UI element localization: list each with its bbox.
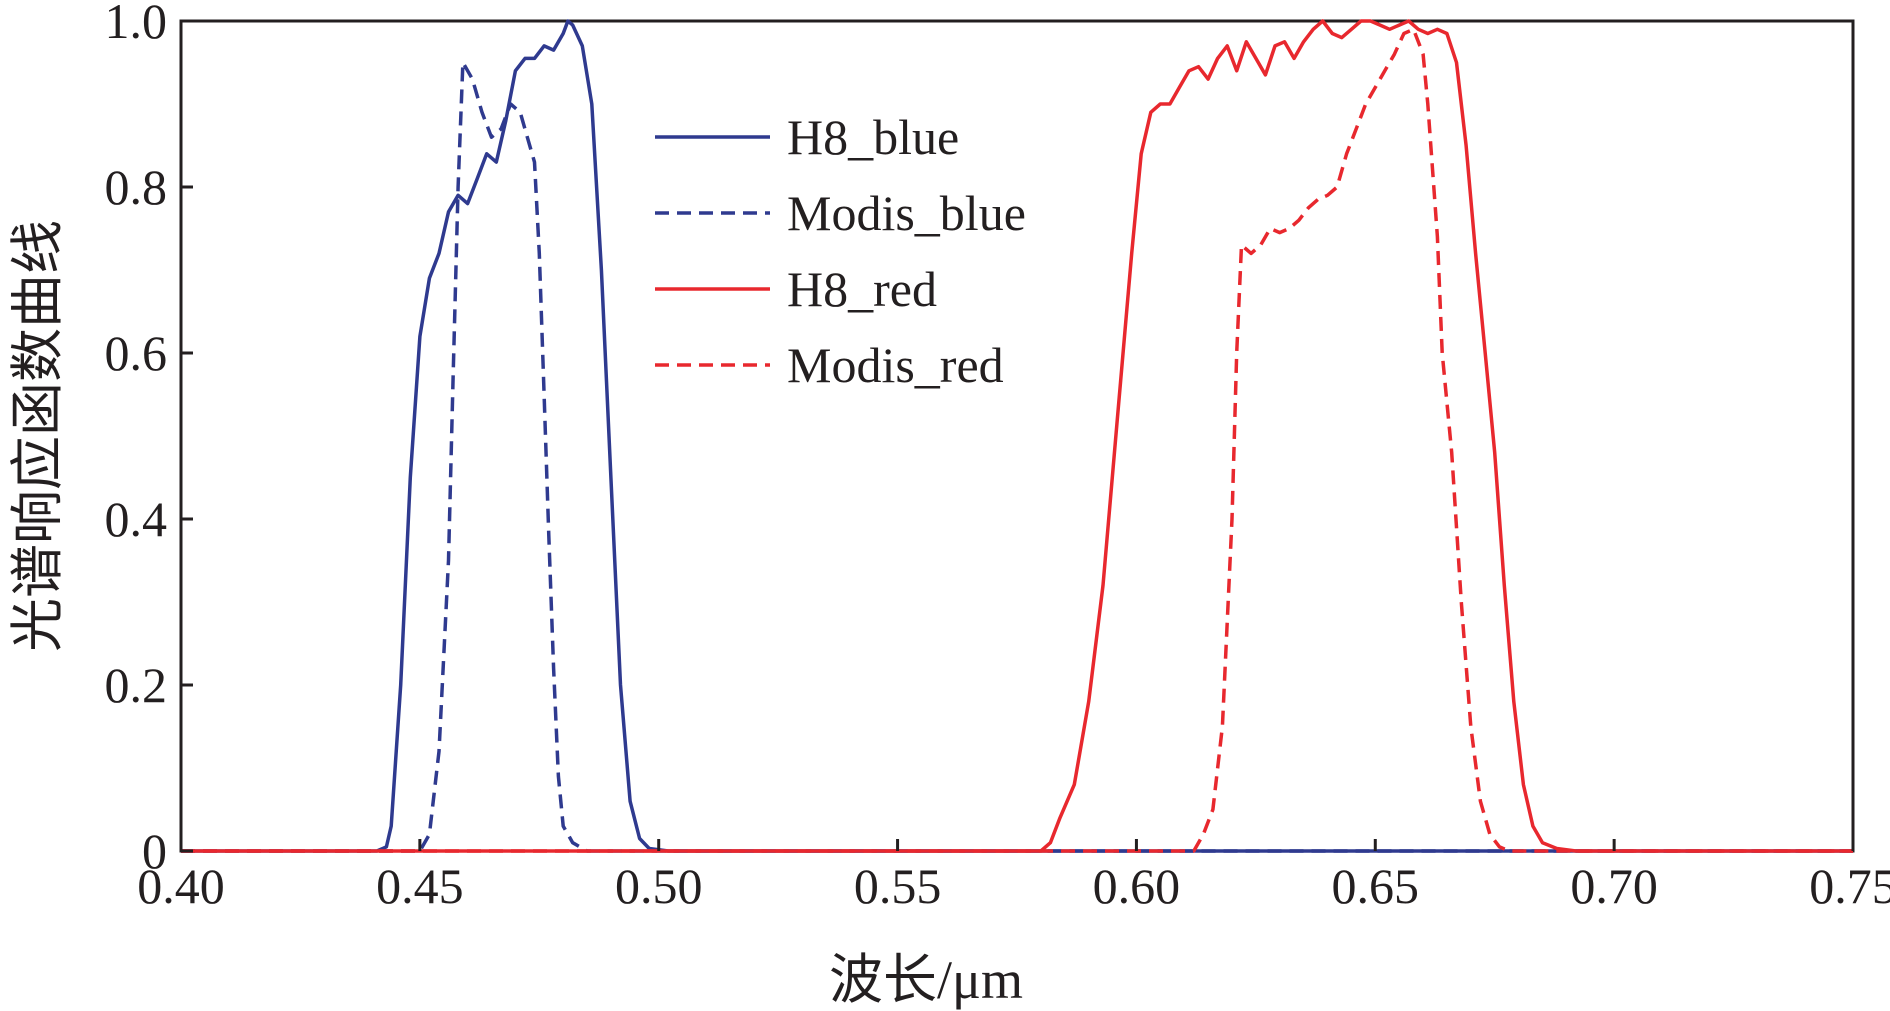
series-line-modis-blue bbox=[181, 60, 1853, 853]
x-tick-label: 0.45 bbox=[376, 858, 464, 914]
y-tick-label: 0 bbox=[142, 823, 167, 879]
x-tick-label: 0.50 bbox=[615, 858, 703, 914]
legend-label: Modis_red bbox=[787, 337, 1004, 393]
series-line-h8-blue bbox=[181, 19, 1853, 853]
y-tick-label: 0.6 bbox=[105, 325, 168, 381]
series-line-modis-red bbox=[181, 27, 1853, 853]
x-tick-label: 0.60 bbox=[1093, 858, 1181, 914]
plot-frame bbox=[179, 19, 1855, 853]
x-tick-label: 0.55 bbox=[854, 858, 942, 914]
x-tick-label: 0.75 bbox=[1809, 858, 1890, 914]
y-tick-label: 0.2 bbox=[105, 657, 168, 713]
y-tick-label: 0.8 bbox=[105, 159, 168, 215]
legend-label: H8_red bbox=[787, 261, 937, 317]
y-axis: 0 0.2 0.4 0.6 0.8 1.0 bbox=[105, 0, 193, 879]
x-tick-label: 0.40 bbox=[137, 858, 225, 914]
series-layer bbox=[181, 19, 1853, 853]
y-tick-label: 0.4 bbox=[105, 491, 168, 547]
legend-label: H8_blue bbox=[787, 109, 959, 165]
y-tick-label: 1.0 bbox=[105, 0, 168, 49]
legend-label: Modis_blue bbox=[787, 185, 1026, 241]
x-tick-label: 0.65 bbox=[1332, 858, 1420, 914]
y-axis-label: 光谱响应函数曲线 bbox=[8, 220, 68, 652]
x-tick-label: 0.70 bbox=[1570, 858, 1658, 914]
x-axis-label: 波长/μm bbox=[829, 950, 1023, 1010]
legend: H8_blue Modis_blue H8_red Modis_red bbox=[655, 109, 1026, 393]
series-line-h8-red bbox=[181, 19, 1853, 853]
plot-area bbox=[179, 19, 1855, 853]
x-axis: 0.40 0.45 0.50 0.55 0.60 0.65 0.70 0.75 bbox=[137, 839, 1890, 914]
